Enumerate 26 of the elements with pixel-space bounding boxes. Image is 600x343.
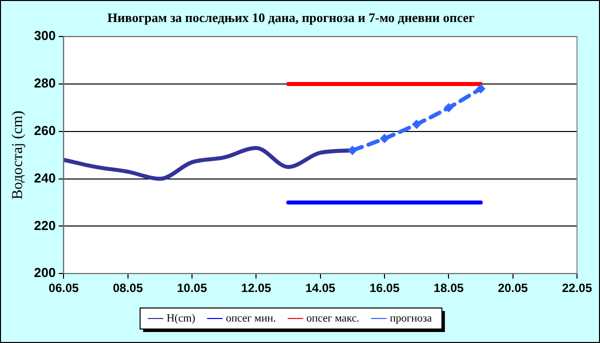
x-tick-label: 22.05: [562, 281, 592, 296]
point: [380, 134, 390, 144]
legend-label: опсег мин.: [226, 312, 276, 324]
point: [348, 146, 357, 155]
y-tick-label: 280: [34, 76, 56, 91]
legend-label: H(cm): [166, 312, 196, 324]
point: [412, 120, 422, 129]
y-tick-label: 240: [34, 170, 56, 186]
point: [444, 103, 454, 112]
y-axis-title: Водостај (cm): [10, 110, 26, 200]
x-tick-label: 12.05: [241, 281, 272, 296]
x-tick-label: 16.05: [369, 281, 400, 296]
x-tick-label: 14.05: [305, 281, 336, 296]
point: [476, 84, 486, 94]
x-tick-label: 08.05: [112, 281, 144, 296]
y-tick-label: 220: [34, 218, 56, 233]
y-tick-label: 200: [34, 265, 56, 280]
x-tick-label: 06.05: [48, 281, 80, 296]
legend-label: опсег макс.: [306, 312, 360, 324]
chart-title: Нивограм за последњих 10 дана, прогноза и 7-мо дневни опсег: [107, 10, 475, 26]
legend-label: прогноза: [390, 312, 432, 324]
x-tick-label: 10.05: [177, 281, 208, 296]
y-tick-label: 260: [34, 122, 56, 138]
y-tick-label: 300: [34, 28, 56, 44]
x-tick-label: 18.05: [434, 281, 464, 296]
x-tick-label: 20.05: [498, 281, 528, 296]
